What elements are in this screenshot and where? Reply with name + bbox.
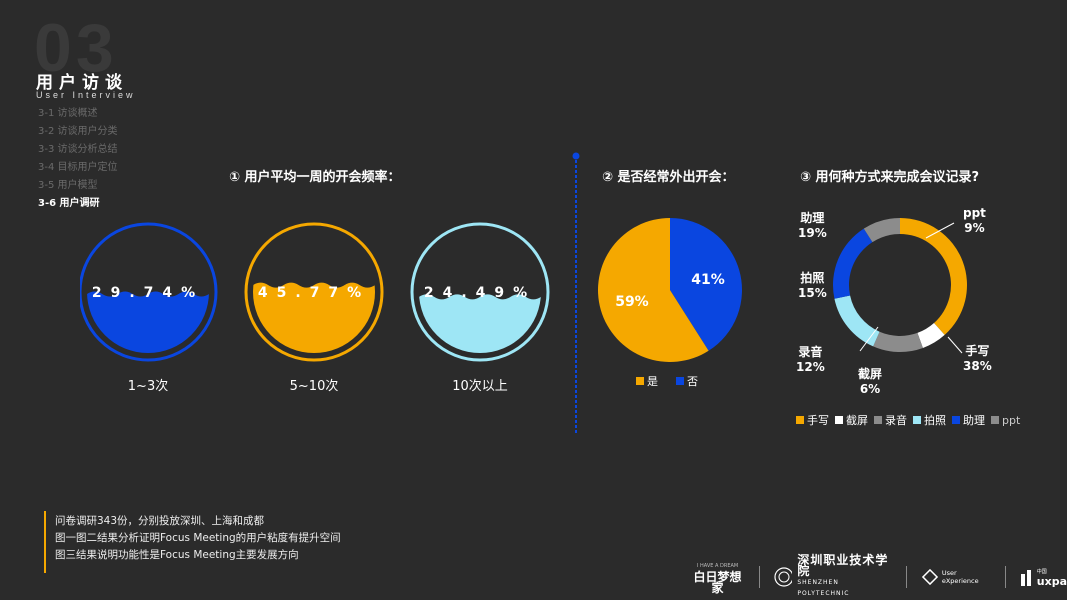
bubble-3-percent: 24.49% [424, 285, 536, 301]
bubble-chart: 29.74% 45.77% 24.49% [80, 222, 550, 362]
donut-slice-截屏 [917, 323, 945, 348]
nav-item-target-users[interactable]: 3-4 目标用户定位 [38, 162, 118, 173]
donut-legend: 手写 截屏 录音 拍照 助理 ppt [790, 412, 1020, 428]
bubble-1-water [87, 291, 209, 353]
notes: 问卷调研343份，分别投放深圳、上海和成都 图一图二结果分析证明Focus Me… [55, 513, 341, 564]
bubble-1: 29.74% [80, 222, 218, 362]
chart3-title: ③ 用何种方式来完成会议记录? [800, 170, 980, 185]
polytechnic-seal-icon [774, 567, 793, 587]
logo-separator [759, 566, 761, 588]
note-line-2: 图一图二结果分析证明Focus Meeting的用户粘度有提升空间 [55, 532, 341, 544]
nav-item-analysis[interactable]: 3-3 访谈分析总结 [38, 144, 118, 155]
bubble-2: 45.77% [244, 222, 384, 362]
logo-separator [906, 566, 908, 588]
divider [572, 152, 580, 434]
donut-label-ppt: ppt 9% [963, 206, 986, 235]
nav-item-overview[interactable]: 3-1 访谈概述 [38, 108, 98, 119]
notes-accent-bar [44, 511, 46, 573]
logo-dreamer: I HAVE A DREAM 白日梦想家 [693, 562, 742, 595]
donut-slice-ppt [863, 218, 900, 243]
donut-chart [833, 218, 967, 352]
legend-swatch-no [676, 377, 684, 385]
logo-ux: User eXperience [921, 568, 990, 586]
legend-swatch-ppt [991, 416, 999, 424]
bubble-1-percent: 29.74% [92, 285, 204, 301]
pie-label-yes: 59% [615, 294, 649, 310]
logo-polytechnic: 深圳职业技术学院 SHENZHEN POLYTECHNIC [774, 554, 892, 599]
bubble-3-water [419, 294, 541, 353]
legend-swatch-recording [874, 416, 882, 424]
donut-slice-手写 [900, 218, 967, 335]
section-number: 03 [34, 10, 118, 86]
donut-label-handwriting: 手写 38% [963, 344, 992, 373]
nav-item-user-research[interactable]: 3-6 用户调研 [38, 198, 100, 209]
pie-slice-是 [598, 218, 709, 362]
legend-label-yes: 是 [647, 375, 658, 388]
bubble-2-label: 5~10次 [289, 379, 339, 394]
bubble-2-percent: 45.77% [258, 285, 370, 301]
legend-label-no: 否 [687, 375, 698, 388]
pie-chart: 59% 41% [598, 218, 742, 362]
donut-label-photo: 拍照 15% [798, 271, 827, 300]
chart2-title: ② 是否经常外出开会： [602, 170, 735, 185]
bubble-3: 24.49% [410, 222, 550, 362]
chart1-title: ① 用户平均一周的开会频率： [229, 170, 401, 185]
donut-slice-拍照 [834, 295, 880, 347]
footer-logos: I HAVE A DREAM 白日梦想家 深圳职业技术学院 SHENZHEN P… [690, 554, 1067, 599]
donut-label-assistant: 助理 19% [798, 211, 827, 240]
legend-swatch-handwriting [796, 416, 804, 424]
donut-label-recording: 录音 12% [796, 345, 825, 374]
nav-item-user-types[interactable]: 3-2 访谈用户分类 [38, 126, 118, 137]
legend-swatch-screenshot [835, 416, 843, 424]
uxpa-mark-icon [1020, 570, 1031, 586]
nav-item-user-model[interactable]: 3-5 用户模型 [38, 180, 98, 191]
logo-separator [1004, 566, 1006, 588]
ux-diamond-icon [922, 568, 938, 586]
bubble-3-label: 10次以上 [452, 379, 508, 394]
note-line-3: 图三结果说明功能性是Focus Meeting主要发展方向 [55, 549, 299, 561]
bubble-2-water [253, 282, 375, 353]
pie-slice-否 [670, 218, 742, 351]
logo-uxpa: 中国 uxpa [1020, 568, 1067, 587]
pie-legend: 是 否 [630, 373, 698, 389]
legend-swatch-photo [913, 416, 921, 424]
donut-label-screenshot: 截屏 6% [858, 367, 883, 396]
legend-swatch-assistant [952, 416, 960, 424]
bubble-1-label: 1~3次 [127, 379, 169, 394]
donut-slice-录音 [873, 331, 923, 352]
legend-swatch-yes [636, 377, 644, 385]
donut-leaders [859, 222, 963, 354]
note-line-1: 问卷调研343份，分别投放深圳、上海和成都 [55, 515, 265, 527]
section-title: 用户访谈 [36, 73, 128, 93]
pie-label-no: 41% [691, 272, 725, 288]
section-nav: 3-1 访谈概述 3-2 访谈用户分类 3-3 访谈分析总结 3-4 目标用户定… [38, 105, 118, 213]
donut-slice-助理 [833, 228, 873, 299]
section-subtitle: User Interview [36, 90, 136, 100]
